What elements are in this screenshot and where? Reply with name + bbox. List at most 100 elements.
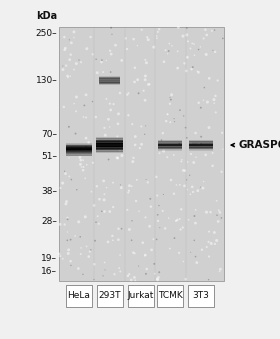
Bar [96, 147, 123, 148]
Point [78, 234, 82, 240]
Point [74, 94, 79, 100]
Bar [96, 144, 123, 145]
Point [127, 272, 132, 277]
Point [109, 52, 113, 57]
Point [186, 217, 191, 222]
Point [134, 198, 138, 204]
Bar [66, 155, 92, 156]
Point [118, 182, 123, 187]
Bar [66, 146, 92, 147]
Bar [96, 140, 123, 141]
Point [146, 180, 150, 185]
Point [183, 168, 187, 173]
Point [79, 60, 83, 65]
Point [106, 239, 110, 245]
Point [172, 235, 177, 241]
Text: 28–: 28– [41, 217, 57, 225]
Point [185, 187, 190, 192]
Point [165, 112, 170, 117]
Point [77, 57, 81, 63]
Bar [96, 138, 123, 139]
Point [141, 88, 146, 94]
Point [106, 157, 111, 162]
Point [120, 58, 124, 63]
Point [207, 125, 211, 130]
Point [179, 159, 184, 164]
Point [81, 167, 85, 173]
Point [176, 25, 181, 30]
Point [157, 26, 162, 32]
Point [102, 125, 107, 131]
Point [129, 238, 134, 243]
Point [147, 223, 152, 229]
Point [181, 225, 185, 230]
Point [104, 185, 109, 191]
Point [190, 64, 195, 70]
Point [72, 29, 76, 35]
Bar [99, 81, 120, 82]
Point [192, 238, 197, 243]
Bar [189, 145, 213, 146]
Point [189, 66, 194, 72]
Point [206, 277, 211, 282]
Bar [189, 147, 213, 148]
Point [178, 227, 183, 232]
Bar [96, 150, 123, 151]
Point [110, 32, 114, 37]
Point [131, 155, 136, 161]
Point [81, 164, 86, 170]
Point [218, 210, 222, 215]
Bar [96, 143, 123, 144]
Point [160, 208, 165, 214]
Point [210, 163, 215, 168]
Point [216, 219, 220, 224]
Point [214, 110, 218, 115]
Point [154, 237, 159, 242]
Text: Jurkat: Jurkat [127, 291, 154, 300]
Point [123, 36, 128, 41]
Point [62, 104, 66, 109]
Point [166, 48, 171, 54]
Point [192, 53, 197, 58]
Point [63, 171, 68, 176]
Point [57, 251, 61, 257]
Point [199, 105, 203, 111]
Point [92, 277, 96, 282]
Point [72, 35, 76, 40]
Point [85, 46, 89, 52]
Point [102, 260, 107, 265]
Point [88, 34, 93, 40]
Point [64, 63, 68, 68]
Point [130, 183, 134, 189]
Point [153, 271, 157, 276]
Point [195, 188, 200, 194]
Point [132, 275, 137, 280]
Point [97, 80, 102, 85]
Point [156, 275, 161, 280]
Point [217, 268, 222, 274]
Point [163, 226, 167, 231]
Point [144, 266, 149, 272]
Point [152, 261, 157, 266]
Point [108, 48, 112, 54]
Point [170, 43, 174, 48]
Point [125, 207, 130, 213]
Point [144, 60, 149, 65]
Point [188, 250, 193, 255]
Text: 51–: 51– [41, 152, 57, 161]
Point [74, 61, 79, 66]
Point [73, 233, 78, 239]
Point [197, 100, 201, 105]
Bar [96, 141, 123, 142]
Bar [189, 143, 213, 144]
Bar [157, 285, 183, 307]
Bar [99, 81, 120, 82]
Bar [99, 84, 120, 85]
Point [221, 146, 225, 152]
Point [119, 185, 123, 191]
Text: TCMK: TCMK [158, 291, 183, 300]
Point [101, 69, 105, 75]
Point [181, 113, 186, 119]
Point [130, 121, 134, 127]
Point [102, 192, 107, 197]
